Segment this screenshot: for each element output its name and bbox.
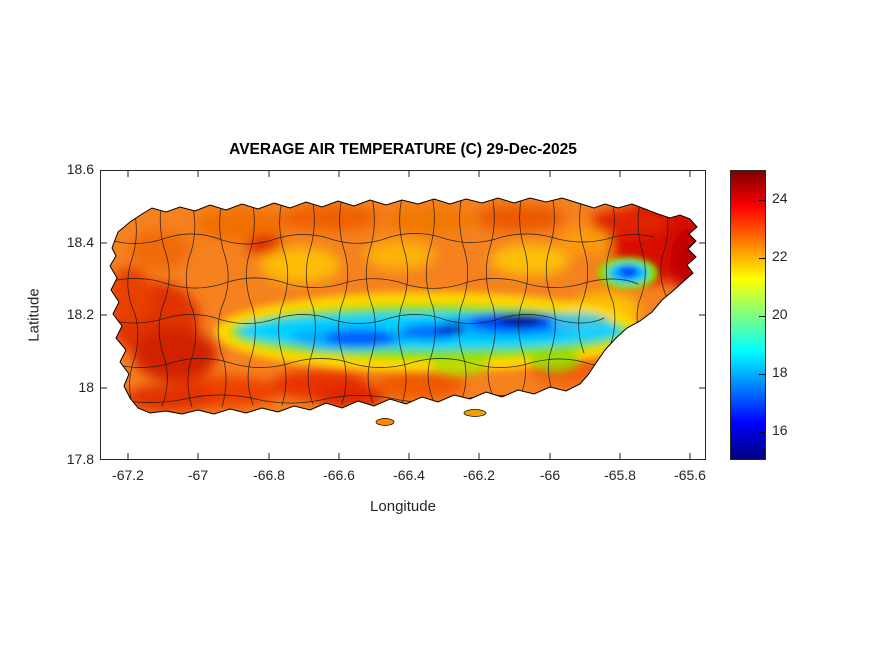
y-tick-label: 18.2 [66, 306, 94, 322]
colorbar-tick [759, 316, 765, 317]
chart-title: AVERAGE AIR TEMPERATURE (C) 29-Dec-2025 [229, 141, 577, 158]
y-tick-label: 18.4 [66, 234, 94, 250]
colorbar-tick-label: 22 [772, 248, 788, 264]
x-tick-label: -66.8 [253, 467, 285, 483]
colorbar-tick [759, 374, 765, 375]
colorbar-tick-label: 18 [772, 364, 788, 380]
x-tick-label: -65.8 [604, 467, 636, 483]
colorbar-tick [759, 200, 765, 201]
plot-area [100, 170, 706, 460]
colorbar [730, 170, 766, 460]
y-tick-label: 18 [78, 379, 94, 395]
colorbar-tick-label: 24 [772, 190, 788, 206]
x-axis-label: Longitude [370, 498, 436, 515]
coastline [109, 197, 698, 415]
colorbar-tick [759, 258, 765, 259]
colorbar-tick [759, 432, 765, 433]
puerto-rico-temperature-map [100, 170, 706, 460]
colorbar-tick-label: 20 [772, 306, 788, 322]
x-tick-label: -65.6 [674, 467, 706, 483]
x-tick-label: -66.6 [323, 467, 355, 483]
x-tick-label: -67.2 [112, 467, 144, 483]
temperature-field [110, 198, 697, 414]
axes-box [100, 170, 706, 460]
x-tick-label: -66 [539, 467, 561, 483]
colorbar-tick-label: 16 [772, 422, 788, 438]
x-tick-label: -66.2 [463, 467, 495, 483]
municipality-boundaries [110, 198, 669, 413]
y-tick-label: 18.6 [66, 161, 94, 177]
x-tick-label: -67 [187, 467, 209, 483]
offshore-islets [375, 409, 487, 426]
y-tick-label: 17.8 [66, 451, 94, 467]
x-tick-label: -66.4 [393, 467, 425, 483]
